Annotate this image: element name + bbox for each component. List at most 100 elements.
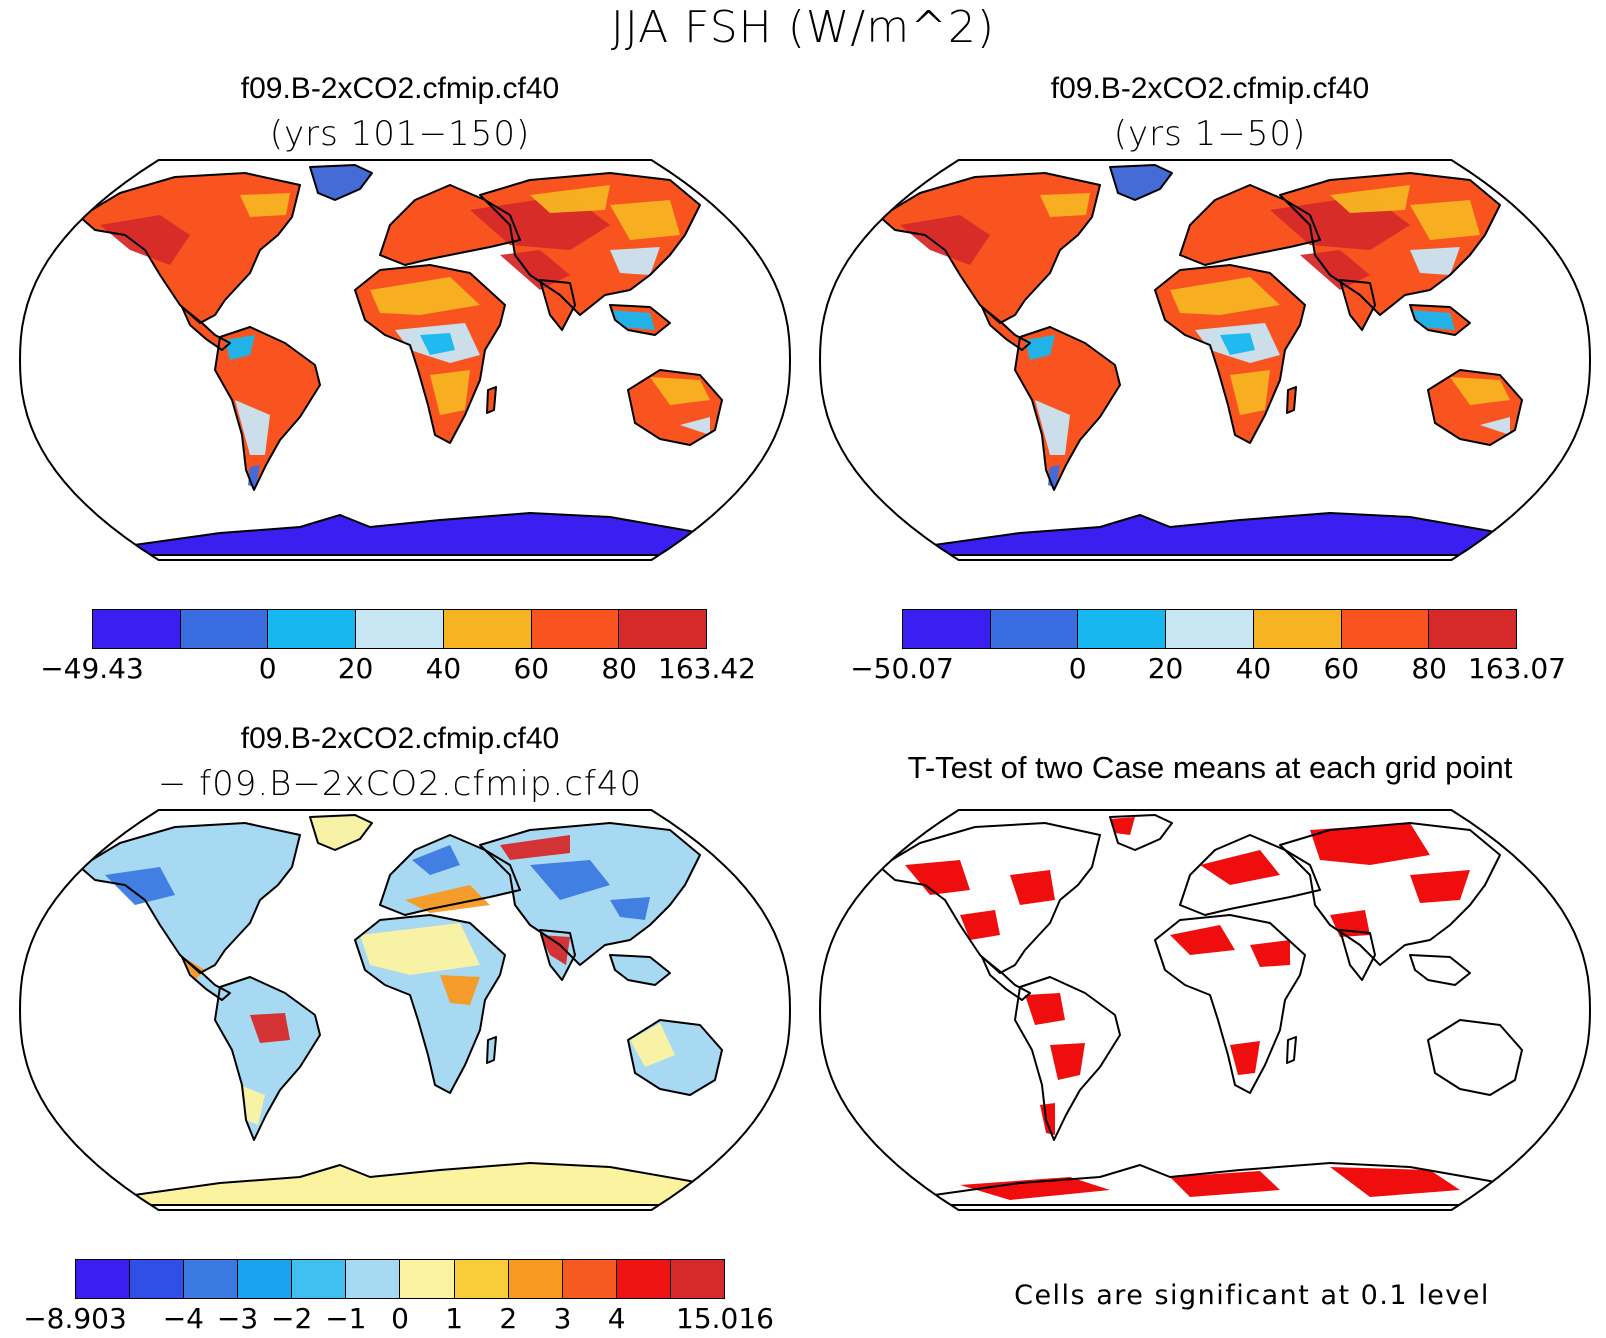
coastline-greenland xyxy=(309,164,373,201)
colorbar-cell xyxy=(443,610,532,648)
field-region-warm xyxy=(1330,185,1410,213)
landmass-namerica xyxy=(80,823,300,973)
colorbar-tick-label: 20 xyxy=(337,652,374,685)
colorbar-tick-label: 0 xyxy=(258,652,277,685)
coastline-europe xyxy=(379,184,521,266)
coastline-europe xyxy=(379,834,521,916)
colorbar-cell xyxy=(1341,610,1430,648)
landmass-europe xyxy=(1180,185,1320,265)
colorbar-cell xyxy=(76,1260,131,1298)
coastline-africa xyxy=(1154,264,1306,444)
map-border xyxy=(18,159,792,561)
coastline-india xyxy=(1339,929,1376,981)
colorbar-cell xyxy=(670,1260,724,1298)
field-region-significant xyxy=(960,910,1000,940)
field-region-warm xyxy=(610,200,680,240)
colorbar-tick-label: −2 xyxy=(271,1302,313,1335)
colorbar-cell xyxy=(238,1260,293,1298)
field-region-significant xyxy=(1040,1103,1055,1135)
colorbar-tick-label: 163.42 xyxy=(658,652,756,685)
coastline-australia xyxy=(1427,1019,1523,1096)
map-diff xyxy=(18,809,792,1211)
landmass-antarctica xyxy=(870,513,1550,555)
field-region-significant xyxy=(960,1177,1110,1200)
colorbar-tick-label: 1 xyxy=(445,1302,464,1335)
colorbar-tick-label: 60 xyxy=(1323,652,1360,685)
field-region-hot xyxy=(900,215,990,265)
coastline-namerica xyxy=(879,172,1101,324)
coastline-camerica xyxy=(181,956,231,1001)
coastline-madagascar xyxy=(1286,386,1297,414)
colorbar-tick-label: 40 xyxy=(425,652,462,685)
coastline-greenland xyxy=(309,814,373,851)
field-region-warm xyxy=(1040,193,1090,217)
field-region-warm xyxy=(530,185,610,213)
coastline-europe xyxy=(1179,184,1321,266)
coastline-australia xyxy=(627,1019,723,1096)
colorbar-tick-label: 163.07 xyxy=(1468,652,1566,685)
coastline-seasia xyxy=(609,304,671,336)
coastline-africa xyxy=(1154,914,1306,1094)
field-region-significant xyxy=(1010,870,1055,905)
field-region-mild xyxy=(610,247,660,275)
field-region-significant xyxy=(1170,925,1235,955)
coastline-africa xyxy=(354,914,506,1094)
coastline-asia xyxy=(1279,172,1501,316)
field-region-significant xyxy=(1250,940,1290,967)
landmass-samerica xyxy=(215,977,320,1140)
colorbar-tick-label: 80 xyxy=(1411,652,1447,685)
field-region-significant xyxy=(1170,1171,1280,1197)
field-region-warm xyxy=(430,370,470,415)
field-region-mild xyxy=(1480,417,1510,435)
colorbar-tick-label: 60 xyxy=(513,652,550,685)
colorbar-case2-ticks: −50.07 0 20 40 60 80 163.07 xyxy=(850,652,1566,688)
landmass-india xyxy=(1340,930,1375,980)
field-region-warm xyxy=(1170,277,1280,315)
significance-note: Cells are significant at 0.1 level xyxy=(1014,1280,1490,1311)
coastline-asia xyxy=(479,822,701,966)
field-region-hot xyxy=(100,215,190,265)
figure-title: JJA FSH (W/m^2) xyxy=(610,2,996,53)
colorbar-tick-label: −50.07 xyxy=(850,652,954,685)
colorbar-tick-label: 40 xyxy=(1235,652,1272,685)
colorbar-case2 xyxy=(902,609,1517,649)
coastline-asia xyxy=(479,172,701,316)
field-region-mild xyxy=(680,417,710,435)
colorbar-cell xyxy=(903,610,991,648)
landmass-namerica xyxy=(880,173,1100,323)
panel-case2-subtitle: (yrs 1−50) xyxy=(1113,114,1307,154)
coastline-madagascar xyxy=(1286,1036,1297,1064)
landmass-india xyxy=(1340,280,1375,330)
coastline-camerica xyxy=(981,956,1031,1001)
coastline-asia xyxy=(1279,822,1501,966)
coastline-camerica xyxy=(981,306,1031,351)
field-region-mild xyxy=(1410,247,1460,275)
colorbar-cell xyxy=(616,1260,671,1298)
field-region-pos xyxy=(440,975,480,1005)
field-region-yellow xyxy=(630,1023,675,1067)
field-region-significant xyxy=(1025,993,1065,1025)
coastline-namerica xyxy=(79,172,301,324)
colorbar-tick-label: 0 xyxy=(391,1302,409,1335)
field-region-warm xyxy=(1450,377,1510,405)
field-region-red xyxy=(540,935,570,965)
colorbar-cell xyxy=(454,1260,509,1298)
coastline-australia xyxy=(1427,369,1523,446)
coastline-india xyxy=(539,929,576,981)
landmass-india xyxy=(540,280,575,330)
colorbar-tick-label: 0 xyxy=(1068,652,1087,685)
coastline-india xyxy=(539,279,576,331)
coastline-greenland xyxy=(1109,814,1173,851)
landmass-australia xyxy=(1428,1020,1522,1095)
field-region-warm xyxy=(650,377,710,405)
field-region-mild xyxy=(235,400,270,455)
colorbar-cell xyxy=(180,610,269,648)
colorbar-cell xyxy=(562,1260,617,1298)
colorbar-tick-label: 3 xyxy=(553,1302,572,1335)
landmass-samerica xyxy=(1015,327,1120,490)
colorbar-case1 xyxy=(92,609,707,649)
field-region-significant xyxy=(1310,823,1430,865)
panel-ttest-title: T-Test of two Case means at each grid po… xyxy=(907,750,1513,785)
colorbar-tick-label: −8.903 xyxy=(23,1302,127,1335)
field-region-yellow xyxy=(360,923,480,975)
